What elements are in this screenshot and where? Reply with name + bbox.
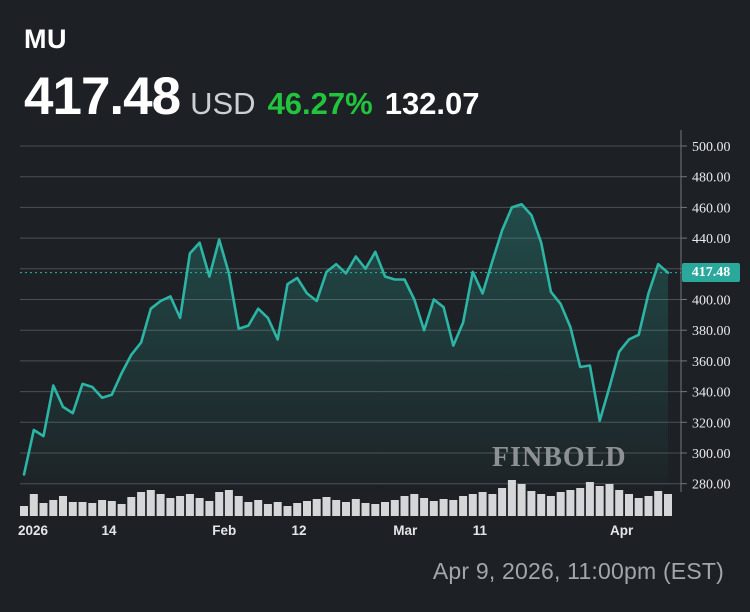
svg-text:500.00: 500.00 — [692, 140, 731, 155]
svg-text:12: 12 — [291, 523, 306, 538]
price-row: 417.48 USD 46.27% 132.07 — [24, 70, 480, 123]
volume-bars — [20, 480, 672, 516]
y-axis: 500.00480.00460.00440.00420.00400.00380.… — [680, 130, 731, 493]
svg-text:280.00: 280.00 — [692, 478, 731, 493]
svg-text:340.00: 340.00 — [692, 386, 731, 401]
ticker-symbol: MU — [24, 24, 67, 54]
svg-text:320.00: 320.00 — [692, 416, 731, 431]
svg-text:Mar: Mar — [393, 523, 418, 538]
svg-text:Apr: Apr — [610, 523, 634, 538]
x-axis: 2026 14 Feb 12 Mar 11 Apr — [18, 523, 634, 538]
svg-text:300.00: 300.00 — [692, 447, 731, 462]
svg-text:11: 11 — [473, 523, 488, 538]
price-line — [22, 203, 670, 476]
change-percent: 46.27% — [267, 86, 373, 121]
svg-text:460.00: 460.00 — [692, 201, 731, 216]
svg-text:440.00: 440.00 — [692, 232, 731, 247]
change-absolute: 132.07 — [384, 86, 480, 121]
currency-label: USD — [190, 86, 256, 121]
current-price: 417.48 — [24, 67, 181, 126]
current-price-badge: 417.48 — [682, 263, 740, 283]
svg-text:380.00: 380.00 — [692, 324, 731, 339]
svg-text:480.00: 480.00 — [692, 171, 731, 186]
price-area-fill — [24, 204, 668, 484]
svg-text:400.00: 400.00 — [692, 294, 731, 309]
finbold-watermark: FINBOLD — [492, 442, 627, 473]
svg-text:14: 14 — [101, 523, 117, 538]
chart-timestamp: Apr 9, 2026, 11:00pm (EST) — [432, 558, 724, 584]
svg-text:2026: 2026 — [18, 523, 49, 538]
chart-header: MU — [24, 24, 67, 55]
svg-text:360.00: 360.00 — [692, 355, 731, 370]
svg-text:Feb: Feb — [212, 523, 236, 538]
